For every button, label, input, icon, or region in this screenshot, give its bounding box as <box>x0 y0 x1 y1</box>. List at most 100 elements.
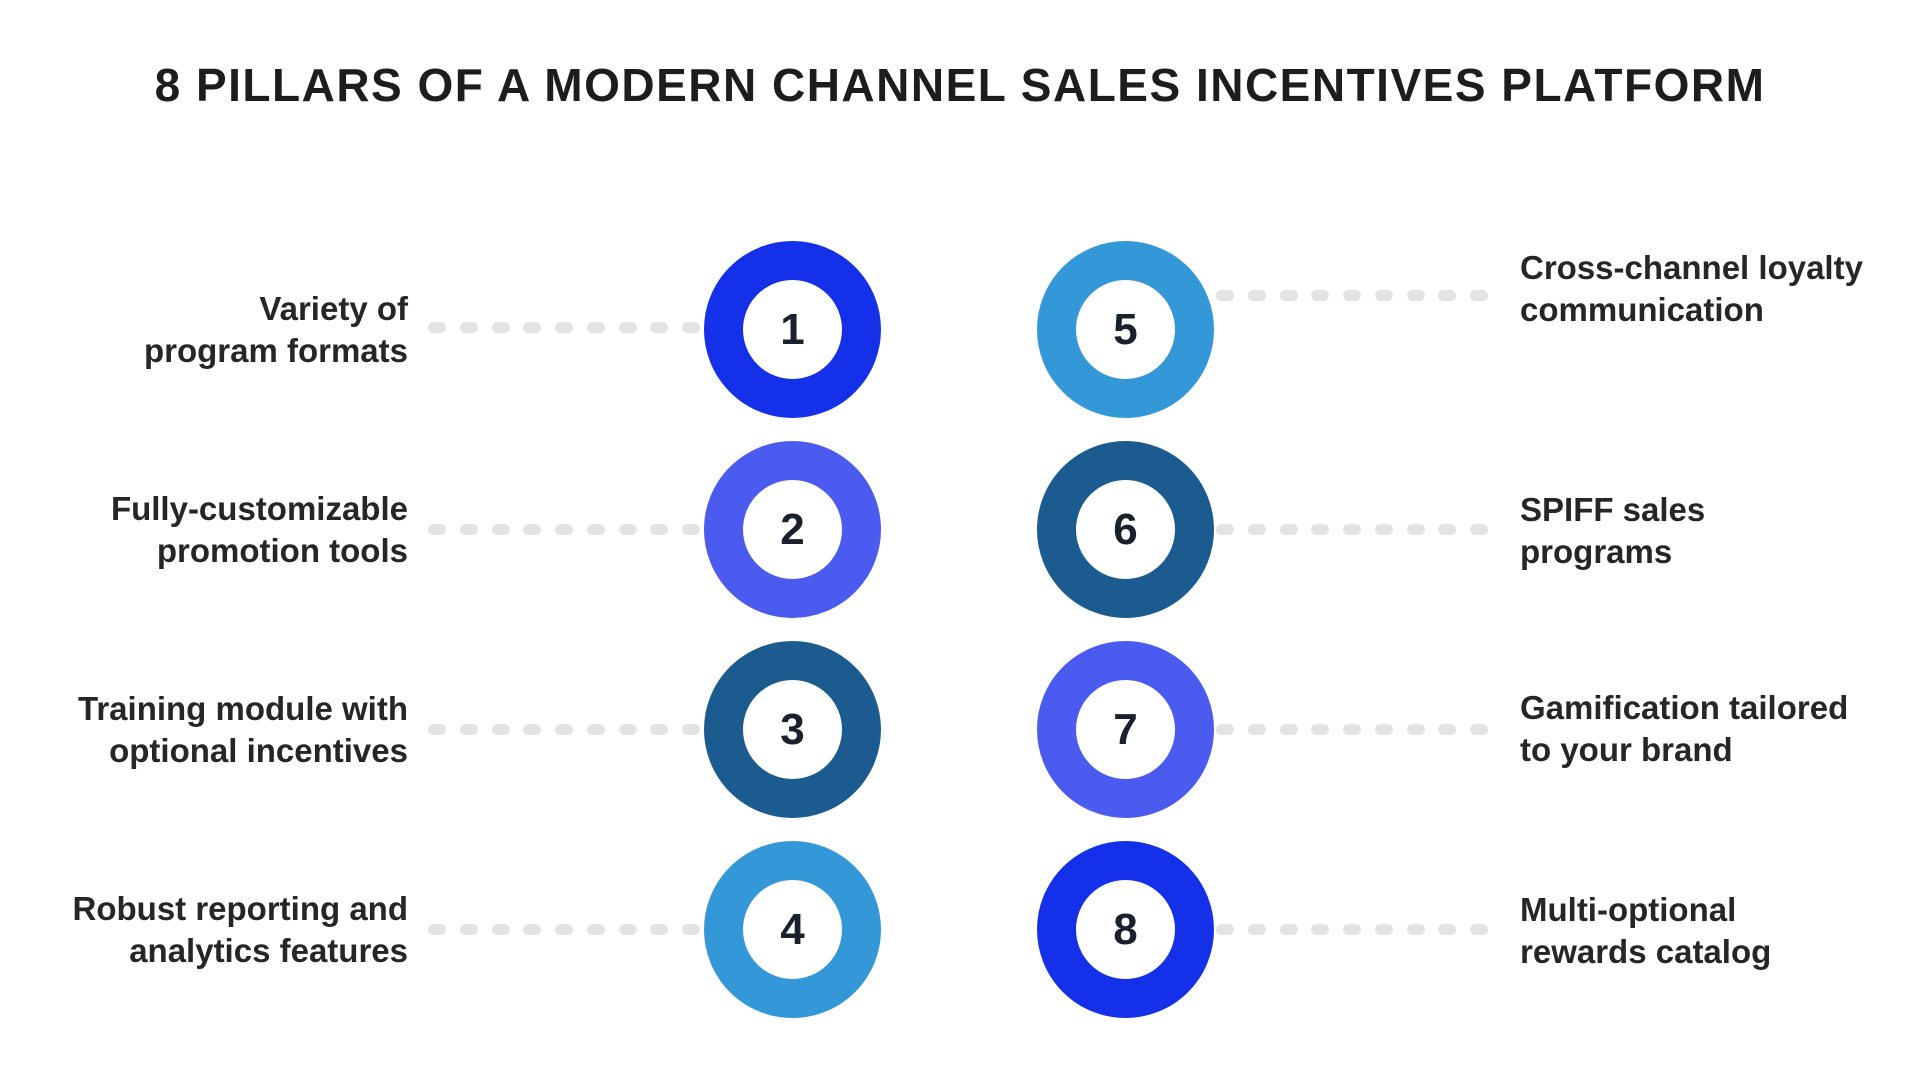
pillar-circle-1: 1 <box>704 241 881 418</box>
dot <box>1438 290 1457 301</box>
dot <box>459 322 478 333</box>
pillar-circle-5: 5 <box>1037 241 1214 418</box>
pillar-label-line: program formats <box>143 332 408 369</box>
dot <box>586 924 605 935</box>
pillar-label-line: analytics features <box>129 932 408 969</box>
dot <box>618 724 637 735</box>
dot <box>523 924 542 935</box>
pillar-label-line: Cross-channel loyalty <box>1520 249 1863 286</box>
dot <box>1247 924 1266 935</box>
pillar-number: 2 <box>780 504 805 554</box>
pillar-label-line: Multi-optional <box>1520 891 1737 928</box>
dot <box>1311 724 1330 735</box>
dot <box>555 724 573 735</box>
dot <box>618 924 637 935</box>
dot <box>1470 924 1488 935</box>
pillar-label-line: to your brand <box>1520 731 1733 768</box>
dot <box>1470 524 1488 535</box>
dot <box>1374 924 1393 935</box>
pillar-circle-4: 4 <box>704 841 881 1018</box>
pillar-label-line: Gamification tailored <box>1520 689 1849 726</box>
dot <box>682 724 700 735</box>
dot <box>1438 724 1457 735</box>
dot <box>523 524 542 535</box>
pillar-label-line: optional incentives <box>109 732 408 769</box>
pillar-circle-7: 7 <box>1037 641 1214 818</box>
pillar-6-label: SPIFF sales programs <box>1520 489 1705 573</box>
dot <box>1279 290 1298 301</box>
pillar-number: 8 <box>1113 904 1138 954</box>
dot <box>650 924 669 935</box>
dot <box>1216 924 1234 935</box>
pillar-label-line: Fully-customizable <box>110 490 408 527</box>
pillar-circle-8: 8 <box>1037 841 1214 1018</box>
pillar-label-line: Training module with <box>78 690 408 727</box>
dot <box>555 924 573 935</box>
dot <box>1216 724 1234 735</box>
pillar-4-label: Robust reporting and analytics features <box>73 888 408 972</box>
dot <box>523 724 542 735</box>
dot <box>1343 724 1361 735</box>
dot <box>682 524 700 535</box>
pillar-label-line: Robust reporting and <box>72 890 408 927</box>
dot <box>1406 724 1425 735</box>
dot <box>1279 724 1298 735</box>
dot <box>1470 290 1488 301</box>
dotted-connector-2 <box>428 524 700 535</box>
dot <box>1279 924 1298 935</box>
pillar-number: 3 <box>780 704 805 754</box>
dotted-connector-3 <box>428 724 700 735</box>
dot <box>1216 524 1234 535</box>
pillar-3-label: Training module with optional incentives <box>78 688 408 772</box>
dot <box>1247 524 1266 535</box>
dot <box>1470 724 1488 735</box>
dot <box>1279 524 1298 535</box>
pillar-number: 1 <box>780 304 805 354</box>
dot <box>1406 290 1425 301</box>
pillar-circle-6: 6 <box>1037 441 1214 618</box>
dot <box>523 322 542 333</box>
dot <box>618 524 637 535</box>
dot <box>1343 524 1361 535</box>
dot <box>491 724 510 735</box>
dot <box>1311 524 1330 535</box>
pillar-label-line: Variety of <box>259 290 408 327</box>
dot <box>1438 524 1457 535</box>
dot <box>459 724 478 735</box>
pillar-label-line: promotion tools <box>156 532 408 569</box>
dot <box>1343 924 1361 935</box>
dot <box>618 322 637 333</box>
dot <box>650 524 669 535</box>
dot <box>491 322 510 333</box>
dot <box>459 524 478 535</box>
dot <box>1311 290 1330 301</box>
dot <box>586 724 605 735</box>
dotted-connector-7 <box>1216 724 1488 735</box>
pillar-label-line: programs <box>1520 533 1673 570</box>
pillar-8-label: Multi-optional rewards catalog <box>1520 889 1771 973</box>
dot <box>428 524 446 535</box>
dot <box>555 524 573 535</box>
dot <box>1311 924 1330 935</box>
pillar-1-label: Variety of program formats <box>144 288 408 372</box>
dot <box>428 724 446 735</box>
pillar-7-label: Gamification tailored to your brand <box>1520 687 1848 771</box>
dot <box>586 322 605 333</box>
pillar-number: 4 <box>780 904 805 954</box>
pillar-circle-3: 3 <box>704 641 881 818</box>
dot <box>1374 724 1393 735</box>
dot <box>1374 524 1393 535</box>
dot <box>428 322 446 333</box>
dot <box>682 322 700 333</box>
dot <box>1343 290 1361 301</box>
dotted-connector-5 <box>1216 290 1488 301</box>
dot <box>682 924 700 935</box>
pillar-circle-2: 2 <box>704 441 881 618</box>
dot <box>1374 290 1393 301</box>
dotted-connector-1 <box>428 322 700 333</box>
dot <box>459 924 478 935</box>
dot <box>650 322 669 333</box>
pillar-2-label: Fully-customizable promotion tools <box>111 488 408 572</box>
dot <box>491 924 510 935</box>
pillar-number: 5 <box>1113 304 1138 354</box>
